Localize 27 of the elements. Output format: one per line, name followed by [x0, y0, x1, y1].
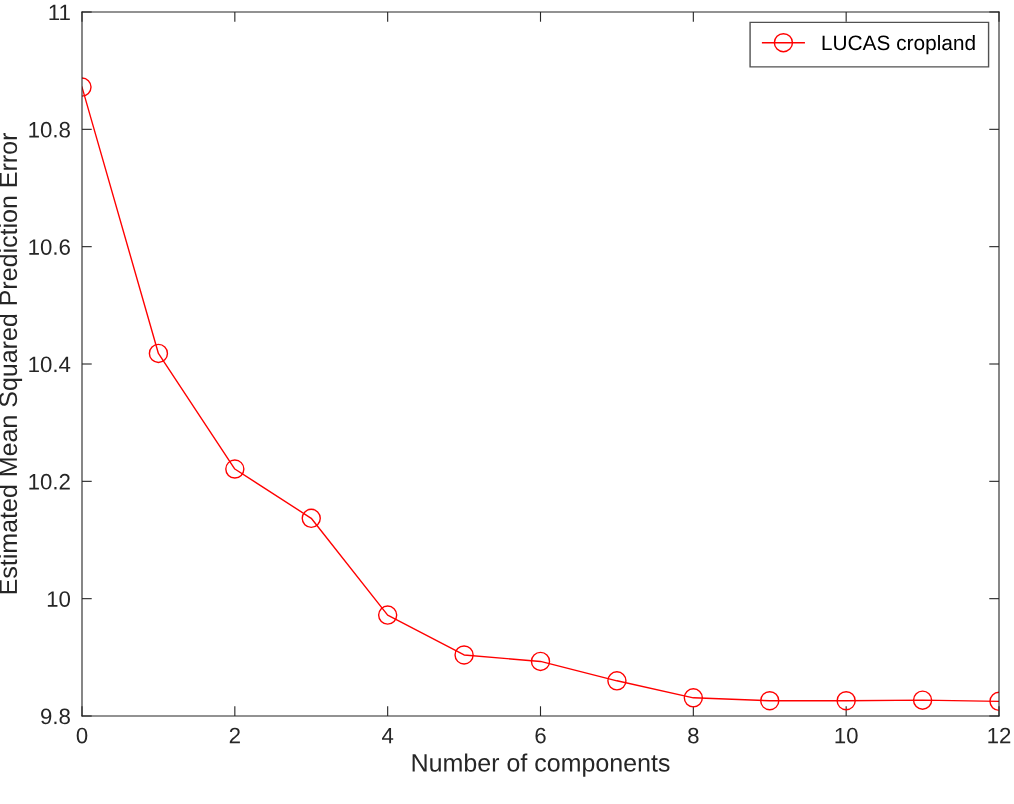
- point: [225, 459, 245, 479]
- point: [148, 343, 169, 364]
- x-tick-label: 0: [76, 727, 88, 744]
- y-tick-label: 10.2: [29, 473, 70, 490]
- y-tick-label: 10.6: [29, 239, 70, 255]
- point: [530, 651, 551, 672]
- x-tick-label: 8: [688, 727, 699, 744]
- x-tick-label: 6: [535, 727, 546, 744]
- y-tick-label: 10: [47, 591, 71, 607]
- y-tick-label: 11: [49, 4, 70, 21]
- x-tick-label: 4: [382, 727, 394, 744]
- point: [454, 645, 474, 665]
- y-tick-label: 9.8: [41, 708, 70, 725]
- x-axis-title: Number of components: [412, 753, 670, 777]
- point: [301, 508, 321, 529]
- x-tick-label: 2: [229, 727, 240, 744]
- point: [607, 671, 627, 691]
- point: [377, 605, 398, 625]
- legend-label: LUCAS cropland: [822, 34, 975, 55]
- point: [683, 688, 704, 708]
- point: [760, 691, 780, 711]
- point: [836, 691, 856, 711]
- x-tick-label: 10: [835, 727, 858, 744]
- y-tick-label: 10.8: [29, 121, 70, 138]
- x-tick-label: 12: [988, 727, 1011, 744]
- point: [912, 690, 933, 710]
- y-tick-label: 10.4: [29, 356, 71, 373]
